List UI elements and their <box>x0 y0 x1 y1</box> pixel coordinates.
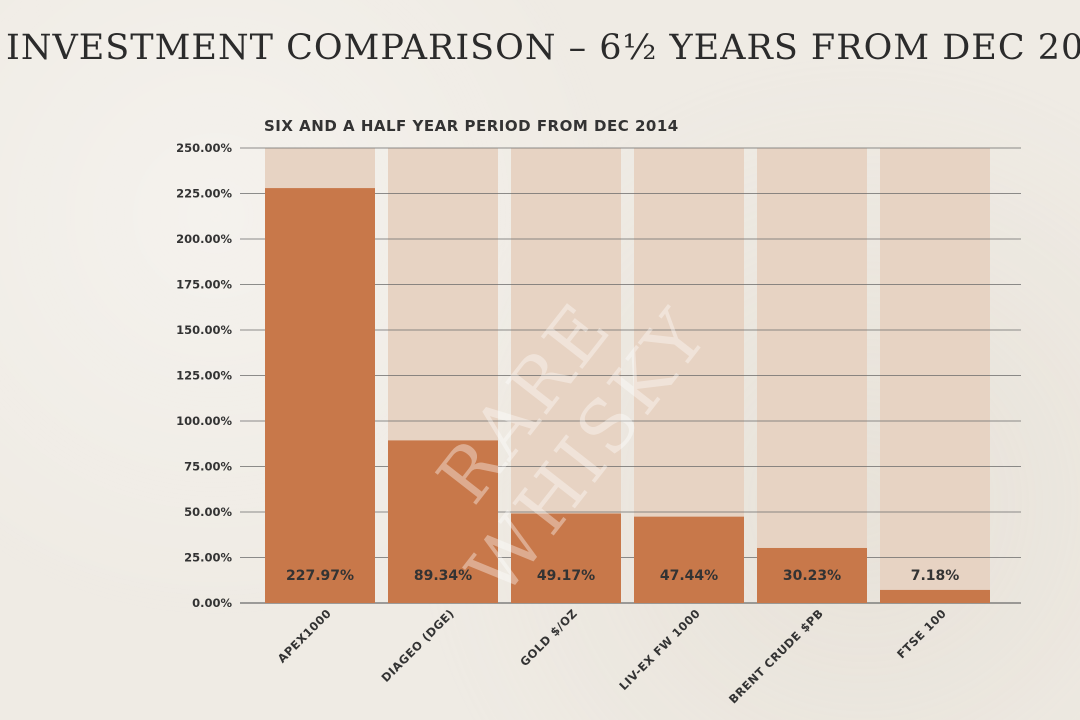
data-labels: 227.97% 89.34% 49.17% 47.44% 30.23% 7.18% <box>286 568 959 584</box>
x-category-label: APEX1000 <box>275 606 334 665</box>
y-tick-label: 225.00% <box>176 187 232 201</box>
y-tick-label: 250.00% <box>176 141 232 155</box>
chart-title: SIX AND A HALF YEAR PERIOD FROM DEC 2014 <box>264 117 679 135</box>
bar <box>511 513 621 603</box>
page-title: INVESTMENT COMPARISON – 6½ YEARS FROM DE… <box>6 28 1080 68</box>
y-tick-label: 0.00% <box>192 596 232 610</box>
y-tick-label: 125.00% <box>176 369 232 383</box>
data-label: 227.97% <box>286 568 354 584</box>
x-category-label: GOLD $/OZ <box>517 606 580 669</box>
x-category-label: LIV-EX FW 1000 <box>616 606 703 693</box>
bar <box>388 440 498 603</box>
data-label: 89.34% <box>414 568 472 584</box>
data-label: 47.44% <box>660 568 718 584</box>
y-tick-label: 200.00% <box>176 232 232 246</box>
bar <box>757 547 867 603</box>
bar <box>634 516 744 603</box>
y-tick-label: 150.00% <box>176 323 232 337</box>
y-tick-label: 175.00% <box>176 278 232 292</box>
data-label: 7.18% <box>911 568 960 584</box>
x-category-label: BRENT CRUDE $PB <box>726 606 826 706</box>
bar <box>265 188 375 603</box>
data-label: 49.17% <box>537 568 595 584</box>
y-tick-label: 25.00% <box>184 551 232 565</box>
x-category-label: DIAGEO (DGE) <box>379 606 458 685</box>
y-tick-label: 100.00% <box>176 414 232 428</box>
bar <box>880 589 990 603</box>
y-tick-label: 50.00% <box>184 505 232 519</box>
x-category-label: FTSE 100 <box>894 606 949 661</box>
y-tick-label: 75.00% <box>184 460 232 474</box>
data-label: 30.23% <box>783 568 841 584</box>
bars <box>265 188 990 603</box>
y-axis-ticks: 0.00% 25.00% 50.00% 75.00% 100.00% 125.00% 150… <box>176 141 232 610</box>
x-axis-categories: APEX1000 DIAGEO (DGE) GOLD $/OZ LIV-EX FW 1… <box>275 606 949 706</box>
